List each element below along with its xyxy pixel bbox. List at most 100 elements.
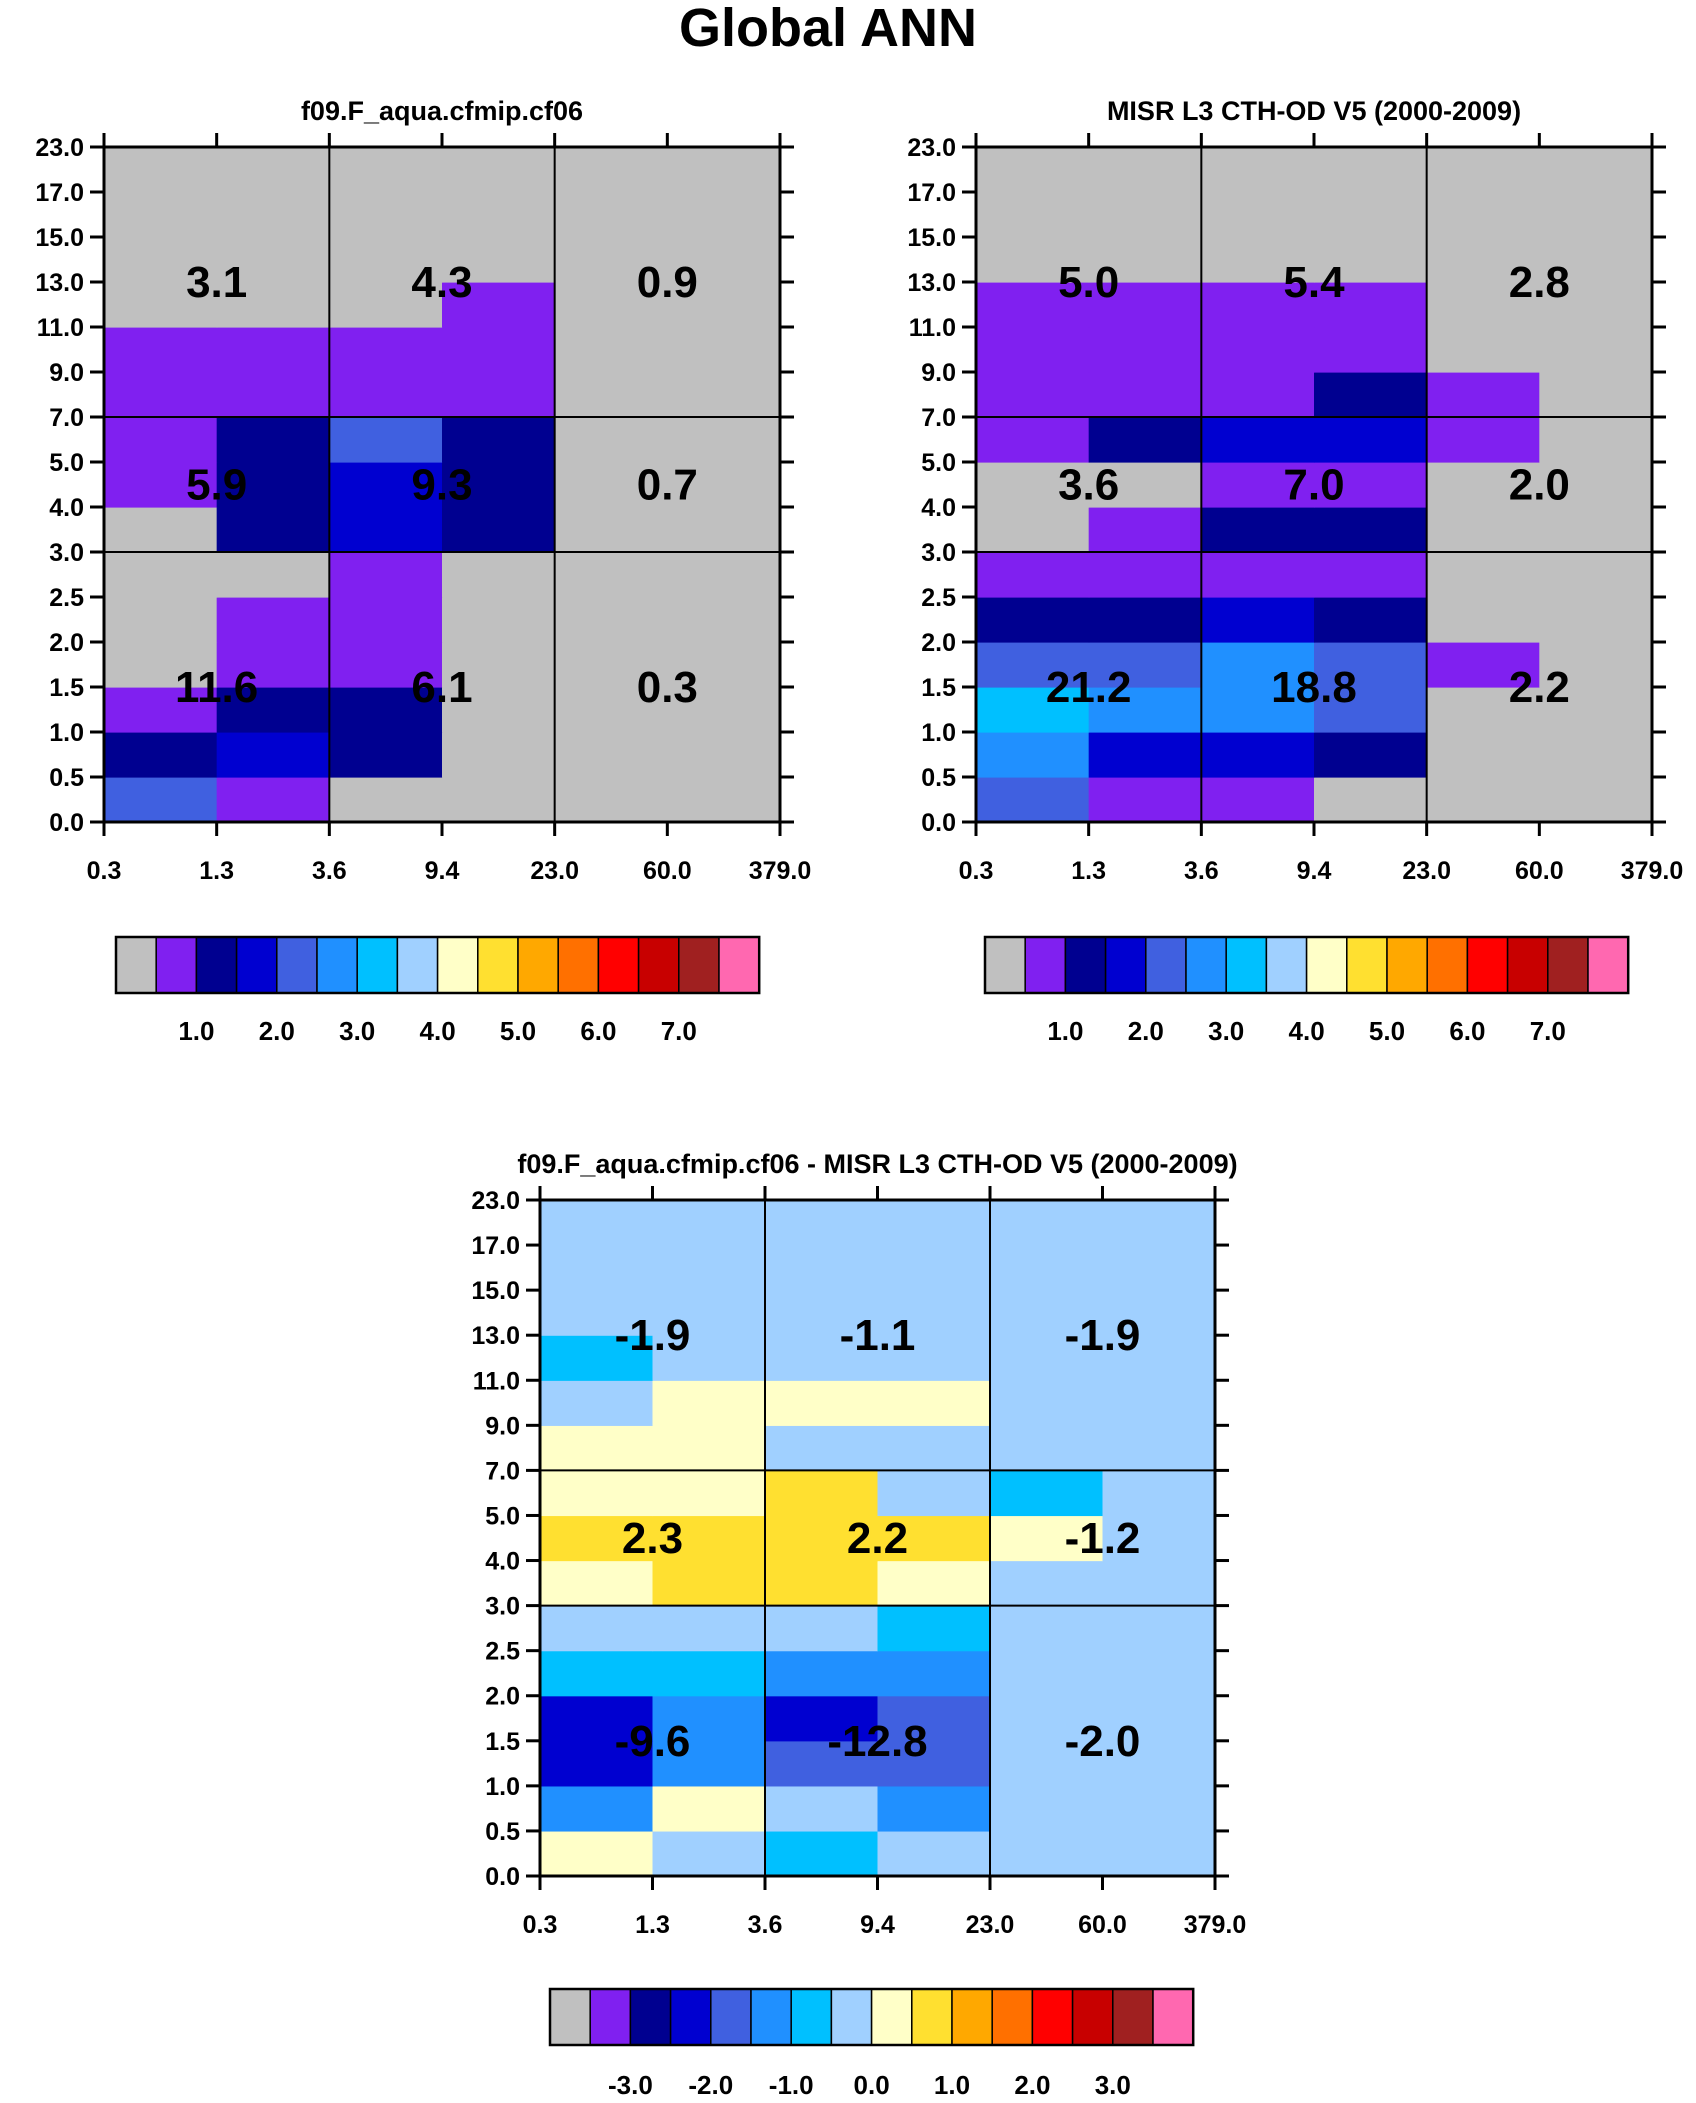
x-tick-label: 379.0: [1621, 857, 1684, 885]
heatmap-cell: [765, 1830, 879, 1877]
heatmap-cell: [540, 1560, 654, 1607]
heatmap-cell: [554, 327, 668, 373]
panel-title: f09.F_aqua.cfmip.cf06: [301, 96, 583, 126]
group-total-label: 5.4: [1283, 258, 1345, 307]
heatmap-cell: [1426, 507, 1540, 553]
heatmap-cell: [877, 1785, 991, 1832]
heatmap-cell: [976, 687, 1090, 733]
y-tick-label: 3.0: [921, 539, 956, 567]
heatmap-cell: [1088, 417, 1202, 463]
heatmap-cell: [216, 552, 330, 598]
colorbar-swatch: [1031, 1988, 1074, 2046]
heatmap-cell: [329, 687, 443, 733]
heatmap-cell: [1201, 552, 1315, 598]
heatmap-cell: [667, 327, 781, 373]
group-total-label: 11.6: [175, 663, 258, 712]
y-tick-label: 17.0: [35, 179, 84, 207]
heatmap-cell: [329, 147, 443, 193]
heatmap-cell: [990, 1695, 1104, 1742]
heatmap-cell: [1539, 237, 1653, 283]
heatmap-cell: [1102, 1425, 1216, 1471]
heatmap-cell: [216, 282, 330, 328]
colorbar-label: 2.0: [1128, 1016, 1164, 1046]
heatmap-cell: [1539, 507, 1653, 553]
heatmap-cell: [1201, 417, 1315, 463]
heatmap-cell: [765, 1695, 879, 1742]
heatmap-cell: [765, 1425, 879, 1471]
y-tick-label: 9.0: [921, 359, 956, 387]
colorbar-swatch: [750, 1988, 792, 2046]
heatmap-cell: [765, 1245, 879, 1291]
group-total-label: -12.8: [827, 1717, 927, 1766]
heatmap-cell: [1426, 462, 1540, 508]
y-tick-label: 7.0: [485, 1457, 520, 1485]
heatmap-cell: [442, 237, 556, 283]
colorbar-swatch: [477, 936, 519, 994]
heatmap-cell: [667, 777, 781, 823]
heatmap-cell: [976, 642, 1090, 688]
heatmap-cell: [104, 462, 218, 508]
colorbar-swatch: [1185, 936, 1227, 994]
group-total-label: -1.9: [615, 1311, 691, 1360]
y-tick-label: 17.0: [907, 179, 956, 207]
group-total-label: 2.3: [622, 1514, 683, 1563]
heatmap-cell: [329, 327, 443, 373]
colorbar-label: 4.0: [420, 1016, 456, 1046]
heatmap-cell: [667, 462, 781, 508]
group-total-label: 21.2: [1046, 663, 1132, 712]
heatmap-cell: [442, 507, 556, 553]
heatmap-cell: [976, 147, 1090, 193]
heatmap-cell: [667, 237, 781, 283]
panel-observation: 0.0 0.5 1.0 1.5 2.0 2.5 3.0 4.0 5.0 7.0 9.0 11.0 13.…: [907, 96, 1683, 885]
heatmap-cell: [540, 1740, 654, 1787]
colorbar-swatch: [678, 936, 720, 994]
colorbar-swatch: [1346, 936, 1388, 994]
heatmap-cell: [976, 192, 1090, 238]
x-tick-label: 1.3: [1071, 857, 1106, 885]
heatmap-cell: [976, 732, 1090, 778]
heatmap-cell: [1314, 642, 1428, 688]
heatmap-cell: [104, 147, 218, 193]
y-tick-label: 5.0: [49, 449, 84, 477]
colorbar-swatch: [1112, 1988, 1154, 2046]
y-tick-label: 2.0: [485, 1683, 520, 1711]
colorbar-swatch: [1152, 1988, 1194, 2046]
colorbar-swatch: [710, 1988, 752, 2046]
heatmap-cell: [1539, 642, 1653, 688]
group-total-label: 2.0: [1509, 461, 1570, 510]
heatmap-cell: [216, 777, 330, 823]
heatmap-cell: [1088, 372, 1202, 418]
colorbar-frame: [983, 935, 1630, 995]
heatmap-cell: [442, 732, 556, 778]
y-tick-label: 0.5: [49, 764, 84, 792]
heatmap-cell: [765, 1560, 879, 1607]
heatmap-cell: [1102, 1470, 1216, 1517]
heatmap-cell: [216, 597, 330, 643]
heatmap-cell: [216, 642, 330, 688]
heatmap-cell: [442, 642, 556, 688]
y-tick-label: 17.0: [471, 1232, 520, 1260]
colorbar-swatch: [276, 936, 318, 994]
y-tick-label: 4.0: [49, 494, 84, 522]
heatmap-cell: [1314, 417, 1428, 463]
group-total-label: 0.9: [637, 258, 698, 307]
heatmap-cell: [1201, 147, 1315, 193]
x-tick-label: 0.3: [959, 857, 994, 885]
heatmap-cell: [329, 372, 443, 418]
heatmap-cell: [1539, 417, 1653, 463]
heatmap-cell: [1314, 327, 1428, 373]
colorbar-label: 5.0: [1369, 1016, 1405, 1046]
heatmap-cell: [877, 1335, 991, 1381]
colorbar-swatch: [436, 936, 479, 994]
heatmap-cell: [652, 1830, 766, 1877]
heatmap-cell: [554, 192, 668, 238]
heatmap-cell: [1426, 372, 1540, 418]
heatmap-cell: [765, 1515, 879, 1562]
heatmap-cell: [667, 687, 781, 733]
y-tick-label: 13.0: [35, 269, 84, 297]
heatmap-cell: [1314, 192, 1428, 238]
colorbar-swatch: [1466, 936, 1509, 994]
heatmap-cell: [990, 1380, 1104, 1426]
y-tick-label: 15.0: [907, 224, 956, 252]
heatmap-cell: [1539, 597, 1653, 643]
